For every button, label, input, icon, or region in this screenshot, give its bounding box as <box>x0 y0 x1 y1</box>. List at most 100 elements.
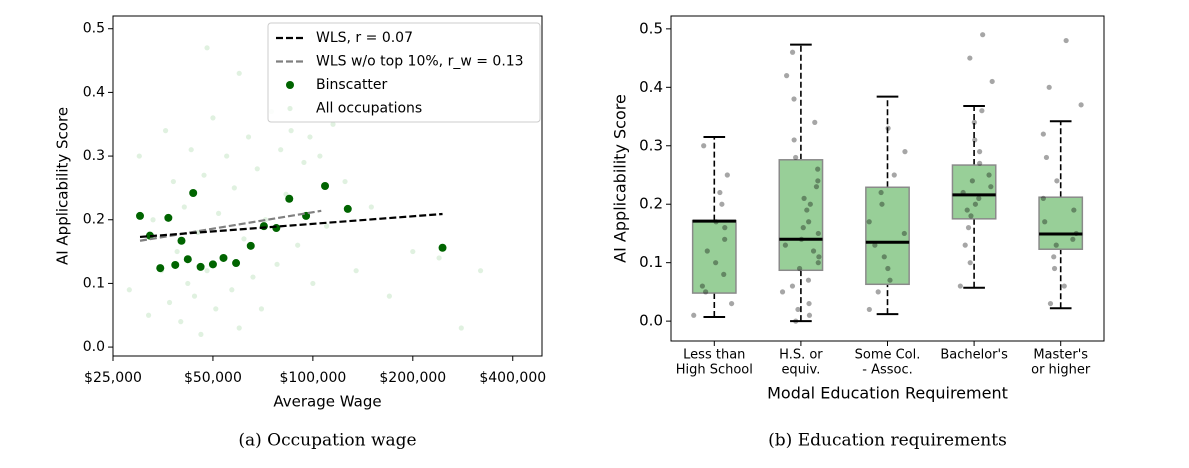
occupation-point <box>258 306 265 312</box>
jitter-point <box>806 219 812 225</box>
occupation-point <box>191 293 198 299</box>
x-tick-label: - Assoc. <box>862 363 913 378</box>
jitter-point <box>969 178 975 184</box>
jitter-point <box>1043 154 1050 161</box>
x-tick-label: $400,000 <box>479 370 546 386</box>
jitter-point <box>791 137 797 143</box>
jitter-point <box>1046 84 1052 90</box>
y-tick-label: 0.5 <box>639 19 663 37</box>
jitter-point <box>1071 207 1077 213</box>
jitter-point <box>800 225 806 231</box>
jitter-point <box>815 230 821 237</box>
jitter-point <box>793 318 799 324</box>
regression-line <box>139 209 322 242</box>
y-tick-label: 0.2 <box>83 212 105 228</box>
jitter-point <box>878 189 884 196</box>
plot-frame <box>112 15 543 357</box>
occupation-point <box>254 166 260 172</box>
occupation-point <box>342 178 348 185</box>
jitter-point <box>988 184 994 190</box>
occupation-point <box>241 236 247 242</box>
jitter-point <box>722 236 728 242</box>
jitter-point <box>976 195 982 201</box>
jitter-point <box>977 149 983 155</box>
jitter-point <box>801 195 807 201</box>
binscatter-point <box>219 253 228 262</box>
occupation-point <box>195 229 201 236</box>
y-tick-label: 0.4 <box>639 78 663 96</box>
jitter-point <box>791 96 797 102</box>
occupation-point <box>231 185 237 191</box>
binscatter-point <box>136 211 145 220</box>
jitter-point <box>962 242 968 248</box>
jitter-point <box>789 49 796 55</box>
jitter-point <box>789 283 796 289</box>
jitter-point <box>719 201 725 207</box>
binscatter-point <box>189 189 198 198</box>
jitter-point <box>699 283 705 289</box>
occupation-point <box>317 153 323 159</box>
jitter-point <box>972 137 978 143</box>
occupation-point <box>278 147 284 153</box>
jitter-point <box>891 172 897 178</box>
jitter-point <box>965 225 972 231</box>
jitter-point <box>866 219 872 225</box>
jitter-point <box>901 230 907 237</box>
jitter-point <box>813 184 820 190</box>
y-tick-label: 0.5 <box>83 21 105 37</box>
x-tick-label: $100,000 <box>279 370 346 386</box>
jitter-point <box>980 32 986 38</box>
occupation-point <box>236 325 242 331</box>
jitter-point <box>713 260 719 266</box>
binscatter-point <box>171 260 180 269</box>
legend-label: WLS w/o top 10%, r_w = 0.13 <box>316 54 524 70</box>
jitter-point <box>806 312 813 318</box>
occupation-point <box>301 159 307 166</box>
jitter-point <box>722 225 728 231</box>
jitter-point <box>957 283 963 289</box>
legend-label: All occupations <box>316 101 422 117</box>
jitter-point <box>902 149 908 155</box>
jitter-point <box>1078 102 1084 108</box>
occupation-point <box>236 70 242 76</box>
box <box>778 159 824 272</box>
occupation-point <box>274 261 280 267</box>
x-tick-label: $50,000 <box>184 370 242 386</box>
occupation-point <box>288 128 294 134</box>
occupation-point <box>386 293 392 299</box>
jitter-point <box>1054 178 1060 184</box>
occupation-point <box>170 178 176 185</box>
jitter-point <box>1040 195 1046 201</box>
occupation-point <box>229 287 235 293</box>
occupation-point <box>145 312 152 318</box>
legend-label: Binscatter <box>316 77 388 93</box>
y-tick-label: 0.1 <box>639 253 663 271</box>
binscatter-point <box>438 243 447 252</box>
x-tick-label: H.S. or <box>779 348 823 363</box>
y-axis-label: AI Applicability Score <box>54 107 72 265</box>
x-axis-label: Modal Education Requirement <box>767 384 1008 403</box>
occupation-point <box>136 153 142 159</box>
jitter-point <box>972 201 979 207</box>
x-tick-label: Bachelor's <box>940 348 1008 363</box>
jitter-point <box>1042 219 1048 225</box>
occupation-point <box>201 172 207 178</box>
binscatter-point <box>156 264 165 273</box>
box <box>951 164 997 220</box>
occupation-point <box>204 268 210 274</box>
x-tick-label: Some Col. <box>855 348 921 363</box>
x-tick-label: or higher <box>1031 363 1091 378</box>
occupation-point <box>210 115 216 121</box>
x-tick-label: Master's <box>1033 348 1088 363</box>
binscatter-point <box>164 213 173 222</box>
occupation-point <box>198 331 204 337</box>
jitter-point <box>806 300 812 307</box>
jitter-point <box>784 73 790 79</box>
binscatter-point <box>208 260 217 269</box>
occupation-point <box>174 248 180 255</box>
y-tick-label: 0.3 <box>83 148 105 164</box>
binscatter-point <box>343 204 352 213</box>
y-tick-label: 0.2 <box>639 195 663 213</box>
occupation-point <box>307 134 313 140</box>
occupation-point <box>166 299 173 306</box>
